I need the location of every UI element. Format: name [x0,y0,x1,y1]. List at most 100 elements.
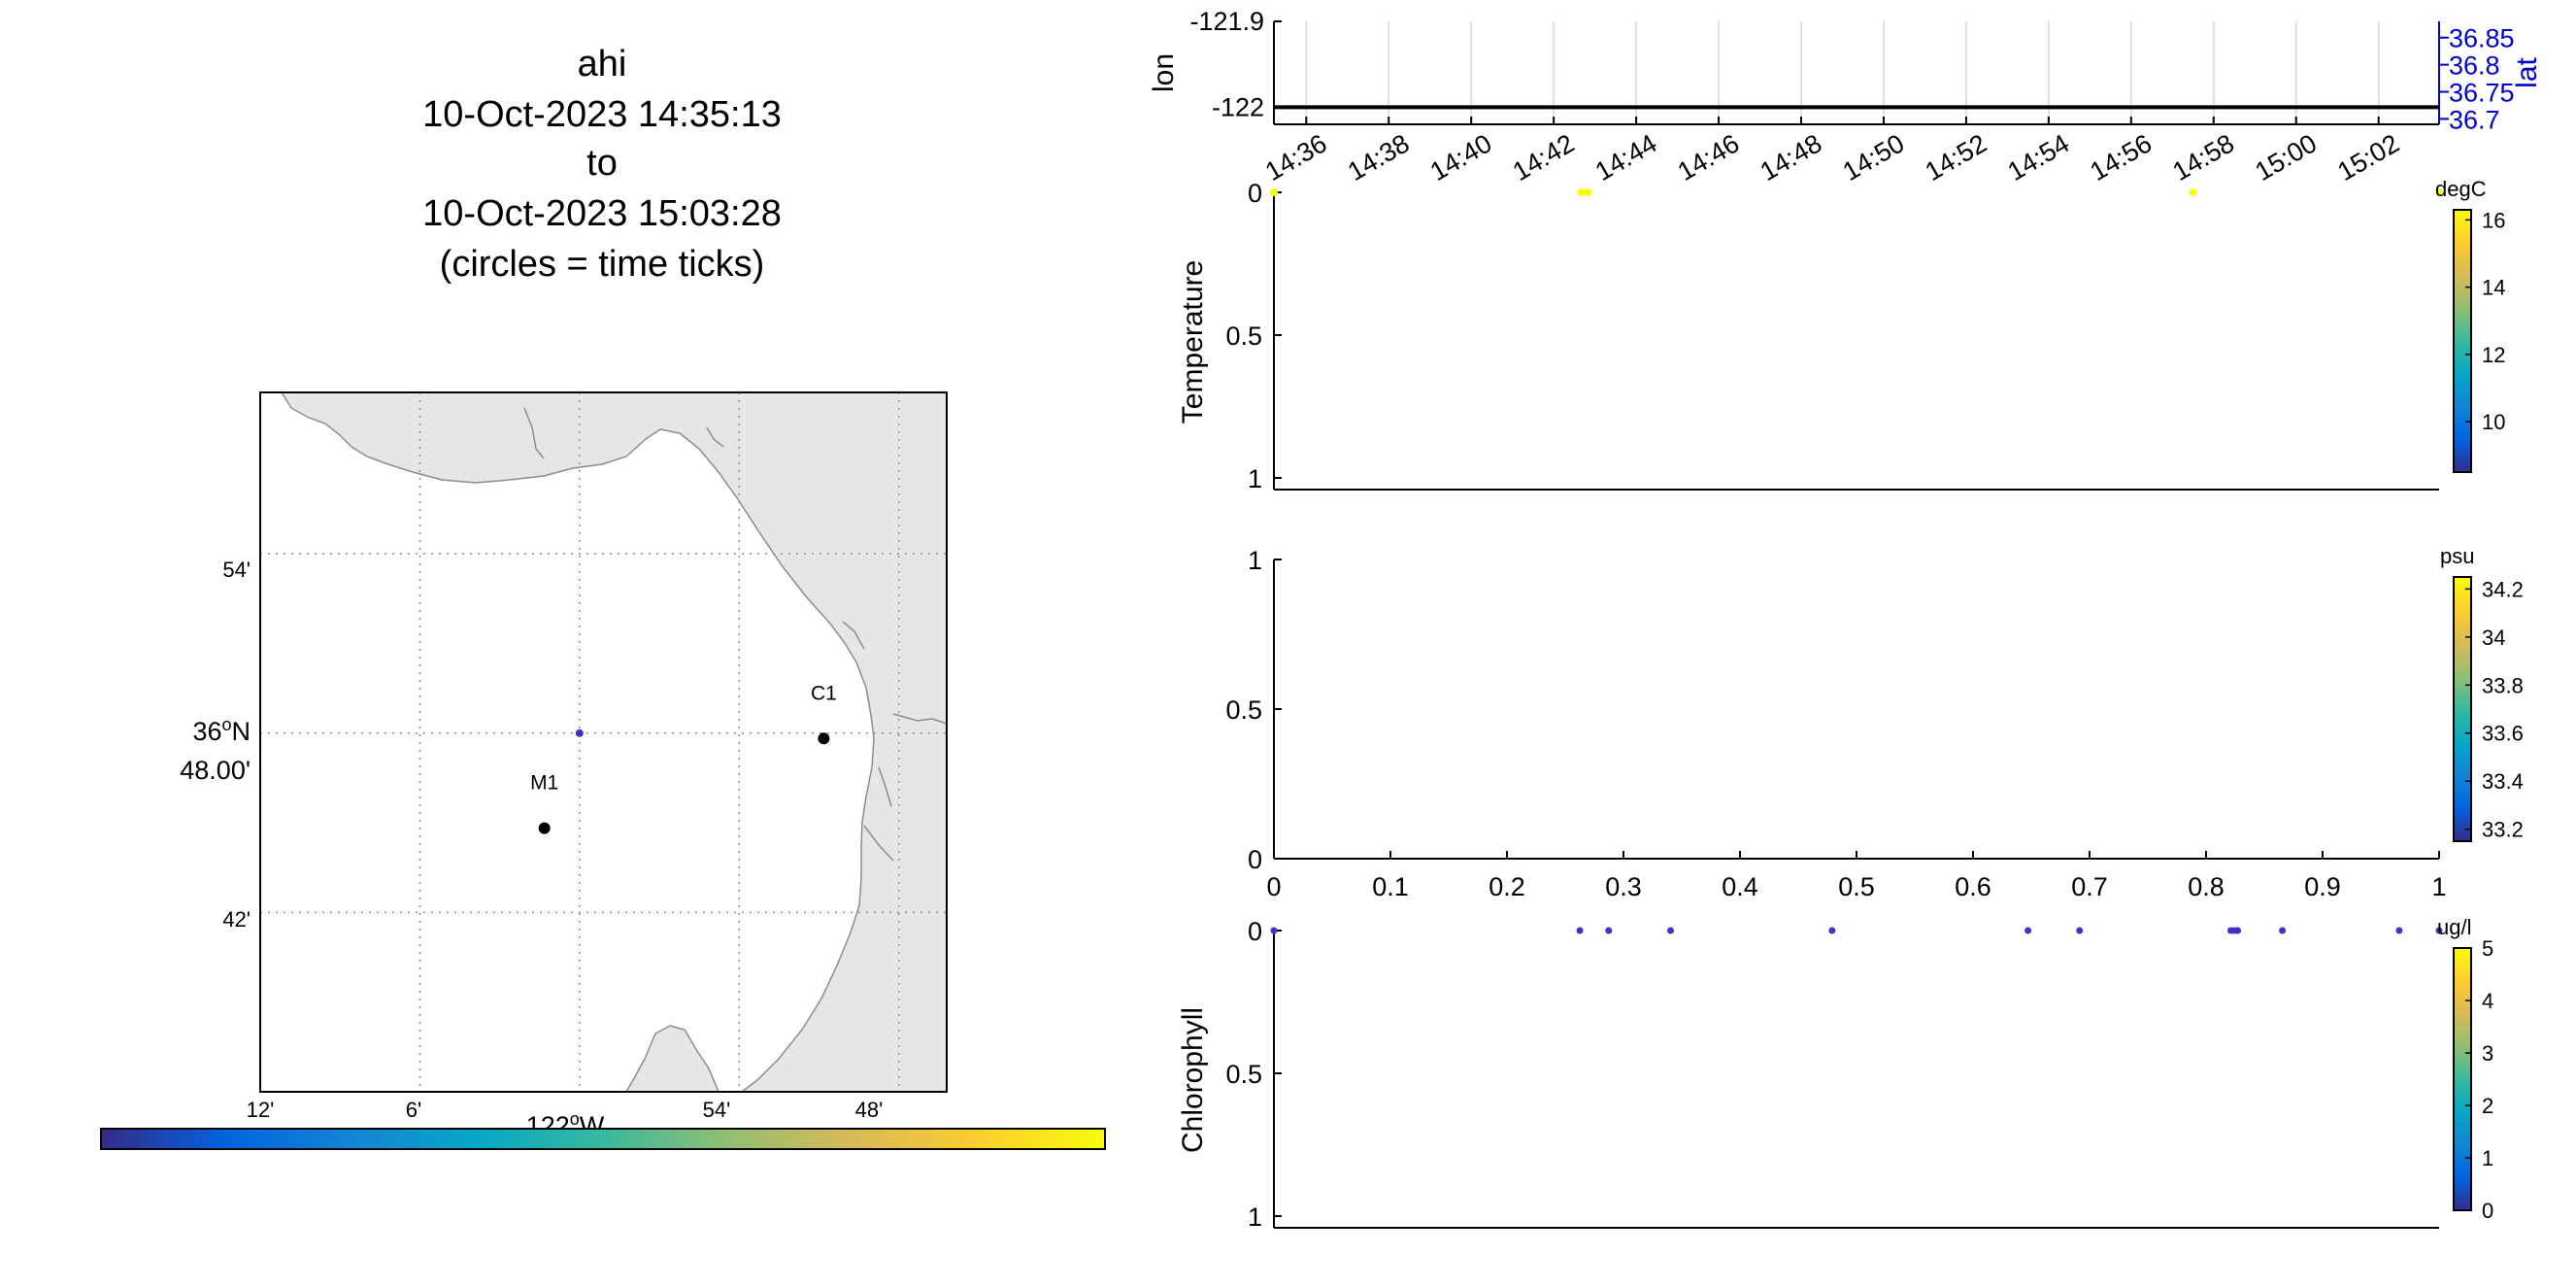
salinity-yticks: 10.50 [1225,546,1282,874]
lonlat-xtick-label-10: 14:56 [2086,128,2158,186]
river-1 [523,407,545,459]
salinity-cbticks-label-2: 33.8 [2482,673,2524,697]
chlorophyll-yticks: 00.51 [1225,917,1282,1232]
lonlat-xticks: 14:36 14:38 14:40 14:42 14:44 14:46 14:48 14:50… [1260,117,2404,186]
river-6 [863,825,894,862]
temperature-points-point-4 [2435,188,2443,196]
chlorophyll-colorbar [2453,947,2472,1211]
lonlat-xtick-label-0: 14:36 [1260,128,1332,186]
salinity-cbticks-label-1: 34 [2482,626,2505,650]
lonlat-y2tick-label-3: 36.7 [2449,105,2500,134]
station-marker-m1 [538,822,551,834]
title-line-3: to [586,143,618,184]
coastline-land [281,392,947,1092]
salinity-xtick-label-10: 1 [2431,872,2446,901]
lonlat-y2label: lat [2511,56,2543,87]
chlorophyll-points-point-10 [2279,927,2287,934]
map-stations: C1 M1 [530,682,837,834]
chlorophyll-points-point-6 [2076,927,2084,934]
chlorophyll-points-point-5 [2024,927,2032,934]
station-marker-c1 [818,732,830,745]
map-panel: 54' 36oN 48.00' 42' 12' 6' 122oW 54' 48'… [180,391,948,1140]
river-4 [892,713,947,725]
title-line-1: ahi [578,44,627,85]
chlorophyll-yticks-label-1: 0.5 [1225,1060,1262,1089]
temperature-yticks-label-0: 0 [1248,179,1262,208]
track-colorbar [100,1128,1106,1150]
chlorophyll-points-point-2 [1605,927,1613,934]
lonlat-ylabel: lon [1148,53,1180,92]
chlorophyll-yticks-label-0: 0 [1248,917,1262,946]
temperature-colorbar [2453,209,2472,473]
lon-tick-48: 48' [855,1098,884,1122]
salinity-panel: 10.50 0 0.1 0.2 0.3 0.4 0.5 0.6 0.7 0.8 0.9 1 psu … [1225,544,2523,901]
salinity-xtick-label-4: 0.4 [1722,872,1758,901]
temperature-points-point-2 [1584,188,1592,196]
lonlat-y2tick-label-2: 36.75 [2449,79,2515,108]
lonlat-xtick-label-12: 15:00 [2250,128,2322,186]
salinity-cbticks-label-5: 33.2 [2482,818,2524,842]
chlorophyll-yticks-label-2: 1 [1248,1203,1262,1232]
temperature-yticks-label-1: 0.5 [1225,322,1262,351]
chlorophyll-ylabel: Chlorophyll [1177,1007,1209,1153]
lonlat-xtick-label-13: 15:02 [2332,128,2404,186]
salinity-xtick-label-9: 0.9 [2304,872,2341,901]
lonlat-xtick-label-2: 14:40 [1425,128,1497,186]
salinity-xtick-label-8: 0.8 [2188,872,2225,901]
chlorophyll-cbticks-label-2: 3 [2482,1041,2493,1066]
lat-degree-sign: o [221,715,231,734]
chlorophyll-points [1270,927,2443,934]
salinity-cbticks-label-3: 33.6 [2482,722,2524,746]
salinity-yticks-label-2: 0 [1248,845,1262,874]
temperature-cbticks-label-1: 14 [2482,276,2505,300]
chlorophyll-points-point-1 [1576,927,1584,934]
chlorophyll-points-point-0 [1270,927,1278,934]
title-line-2: 10-Oct-2023 14:35:13 [422,94,782,135]
lon-tick-54: 54' [703,1098,731,1122]
lon-degree-sign: o [570,1109,580,1129]
lonlat-y2tick-label-1: 36.8 [2449,51,2500,81]
salinity-xtick-label-7: 0.7 [2071,872,2108,901]
salinity-xtick-label-2: 0.2 [1489,872,1525,901]
lat-degree-label: 36oN [192,715,251,746]
lat-tick-54: 54' [222,558,251,582]
lonlat-ytick-label-0: -121.9 [1189,7,1264,36]
temperature-yticks-label-2: 1 [1248,464,1262,493]
lonlat-xtick-label-11: 14:58 [2168,128,2240,186]
salinity-xtick-label-0: 0 [1266,872,1281,901]
lat-degree-suffix: N [232,717,251,746]
station-label-m1: M1 [530,772,558,795]
station-label-c1: C1 [811,682,837,704]
temperature-points-point-3 [2189,188,2197,196]
river-2 [706,426,724,448]
salinity-yticks-label-0: 1 [1248,546,1262,575]
temperature-points-point-1 [1577,188,1586,196]
salinity-cbticks-label-0: 34.2 [2482,577,2524,601]
title-line-5: (circles = time ticks) [440,244,765,285]
temperature-panel: 0 0.5 1 Temperature degC 16 14 12 10 [1177,177,2505,493]
lonlat-ytick-label-1: -122 [1212,92,1264,121]
salinity-cbticks-label-4: 33.4 [2482,769,2524,794]
temperature-cbticks-label-0: 16 [2482,208,2505,232]
map-frame [259,391,948,1093]
lonlat-xtick-label-1: 14:38 [1343,128,1415,186]
lat-degree-value: 36 [192,717,221,746]
lat-tick-42: 42' [222,907,251,932]
lon-tick-6: 6' [406,1098,421,1122]
lon-tick-12: 12' [247,1098,275,1122]
chlorophyll-points-point-11 [2395,927,2403,934]
chlorophyll-cbticks-label-4: 1 [2482,1146,2493,1170]
salinity-yticks-label-1: 0.5 [1225,695,1262,725]
chlorophyll-cbticks-label-5: 0 [2482,1199,2493,1223]
track-point [575,729,584,737]
salinity-xtick-label-1: 0.1 [1372,872,1409,901]
salinity-xtick-label-6: 0.6 [1955,872,1991,901]
chlorophyll-points-point-4 [1828,927,1836,934]
temperature-points [1270,188,2443,196]
salinity-colorbar-ticks: 34.2 34 33.8 33.6 33.4 33.2 [2465,577,2524,842]
salinity-colorbar [2453,576,2472,842]
river-5 [878,766,892,807]
